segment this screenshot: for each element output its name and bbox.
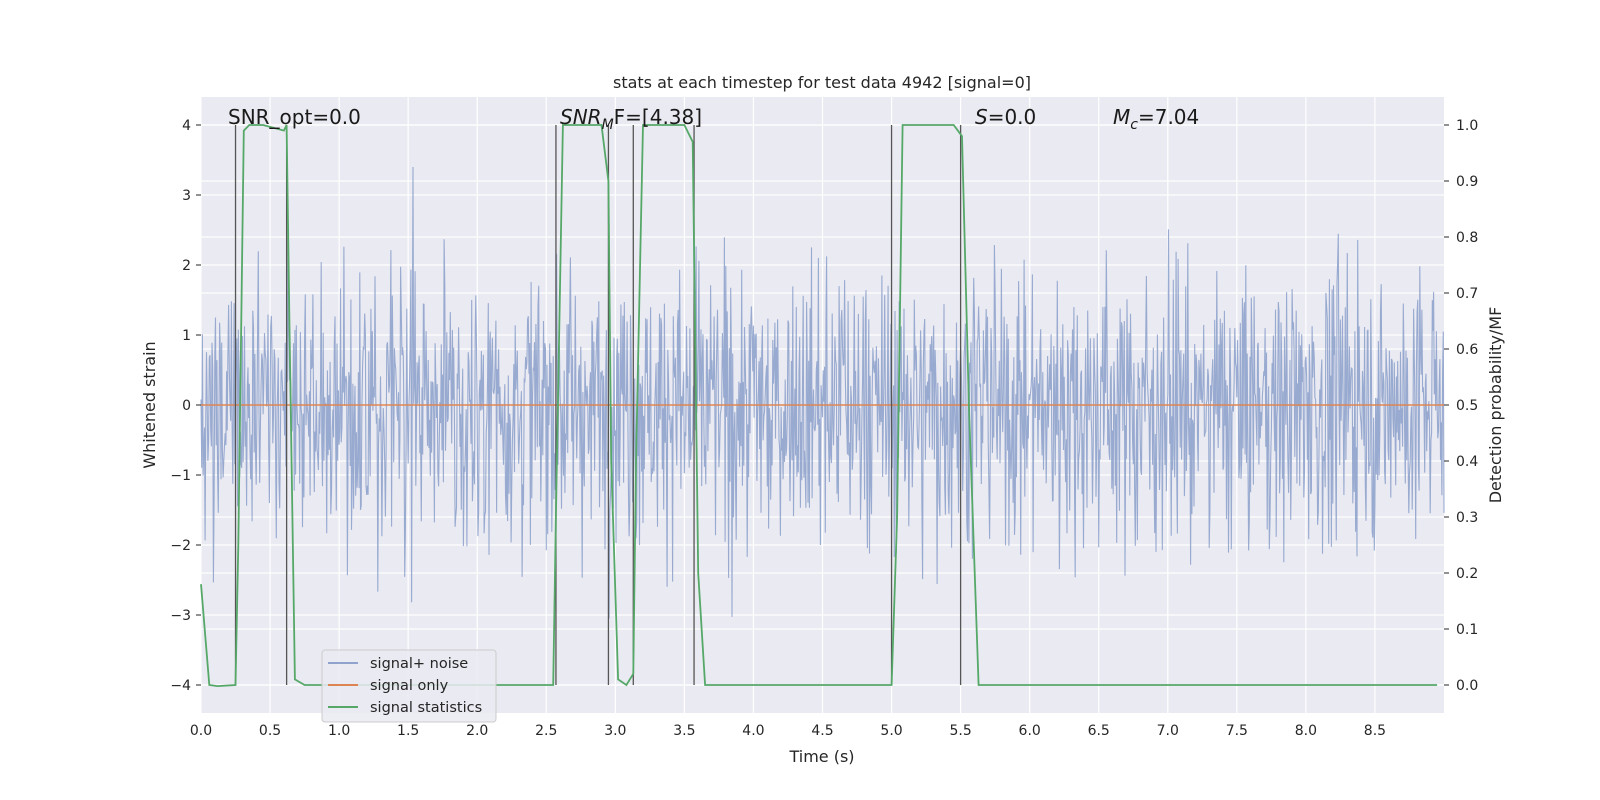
x-tick-label: 2.5 [535,723,557,739]
y-tick-label: 2 [182,258,191,274]
y-right-axis-label: Detection probability/MF [1486,307,1505,504]
y-tick-label: −3 [170,608,191,624]
signal-noise-line [200,166,1445,619]
x-tick-label: 3.0 [604,723,626,739]
x-tick-label: 6.0 [1019,723,1041,739]
x-axis-label: Time (s) [788,747,854,766]
y-right-tick-label: 0.5 [1456,398,1478,414]
x-tick-label: 8.0 [1295,723,1317,739]
annotation-snr-mf-main: SNR [560,105,602,129]
x-tick-label: 1.0 [328,723,350,739]
annotation-s-rest: =0.0 [988,105,1037,129]
y-right-tick-label: 0.9 [1456,174,1478,190]
y-right-tick-label: 0.2 [1456,566,1478,582]
legend: signal+ noise signal only signal statist… [321,649,497,723]
y-tick-label: 3 [182,188,191,204]
vertical-markers [234,125,962,685]
x-tick-labels: 0.0 0.5 1.0 1.5 2.0 2.5 3.0 3.5 4.0 4.5 5.0 5.5 6.0 6… [190,723,1386,739]
y-right-tick-labels: 0.0 0.1 0.2 0.3 0.4 0.5 0.6 0.7 0.8 0.9 1.0 [1444,118,1478,694]
y-right-tick-label: 0.6 [1456,342,1478,358]
legend-box [321,649,497,723]
y-right-tick-label: 1.0 [1456,118,1478,134]
annotation-snr-mf-sub: M [602,117,614,133]
annotation-snr-mf: SNRMF=[4.38] [560,105,702,133]
annotation-mc-sub: c [1130,117,1138,133]
y-tick-label: −2 [170,538,191,554]
legend-label-signal-statistics: signal statistics [370,700,482,716]
x-tick-label: 4.5 [811,723,833,739]
x-tick-label: 8.5 [1364,723,1386,739]
x-tick-label: 3.5 [673,723,695,739]
annotation-s-main: S [975,105,988,129]
y-axis-label: Whitened strain [140,341,159,468]
x-tick-label: 2.0 [466,723,488,739]
y-tick-label: −1 [170,468,191,484]
y-right-tick-label: 0.1 [1456,622,1478,638]
chart-title: stats at each timestep for test data 494… [613,73,1031,92]
y-tick-labels: −4 −3 −2 −1 0 1 2 3 4 [170,118,201,694]
legend-label-signal-only: signal only [370,678,449,694]
y-tick-label: 1 [182,328,191,344]
x-tick-label: 1.5 [397,723,419,739]
x-tick-label: 5.5 [949,723,971,739]
annotation-mc: Mc=7.04 [1113,105,1199,133]
x-tick-label: 5.0 [880,723,902,739]
x-tick-label: 7.5 [1226,723,1248,739]
y-right-tick-label: 0.4 [1456,454,1478,470]
y-tick-label: 4 [182,118,191,134]
legend-label-signal-noise: signal+ noise [370,656,468,672]
signal-statistics-line [200,124,1438,688]
series-signal-noise [200,166,1445,619]
annotation-snr-mf-rest: F=[4.38] [614,105,702,129]
y-right-tick-label: 0.7 [1456,286,1478,302]
series-signal-statistics [200,124,1438,688]
y-right-tick-label: 0.0 [1456,678,1478,694]
annotation-mc-rest: =7.04 [1138,105,1199,129]
y-right-tick-label: 0.8 [1456,230,1478,246]
x-tick-label: 7.0 [1157,723,1179,739]
x-tick-label: 0.5 [259,723,281,739]
annotation-mc-main: M [1113,105,1130,129]
x-tick-label: 0.0 [190,723,212,739]
x-tick-label: 6.5 [1088,723,1110,739]
y-right-tick-label: 0.3 [1456,510,1478,526]
x-tick-label: 4.0 [742,723,764,739]
y-tick-label: −4 [170,678,191,694]
y-tick-label: 0 [182,398,191,414]
annotation-snr-opt: SNR_opt=0.0 [228,105,361,129]
annotation-s: S=0.0 [975,105,1036,129]
